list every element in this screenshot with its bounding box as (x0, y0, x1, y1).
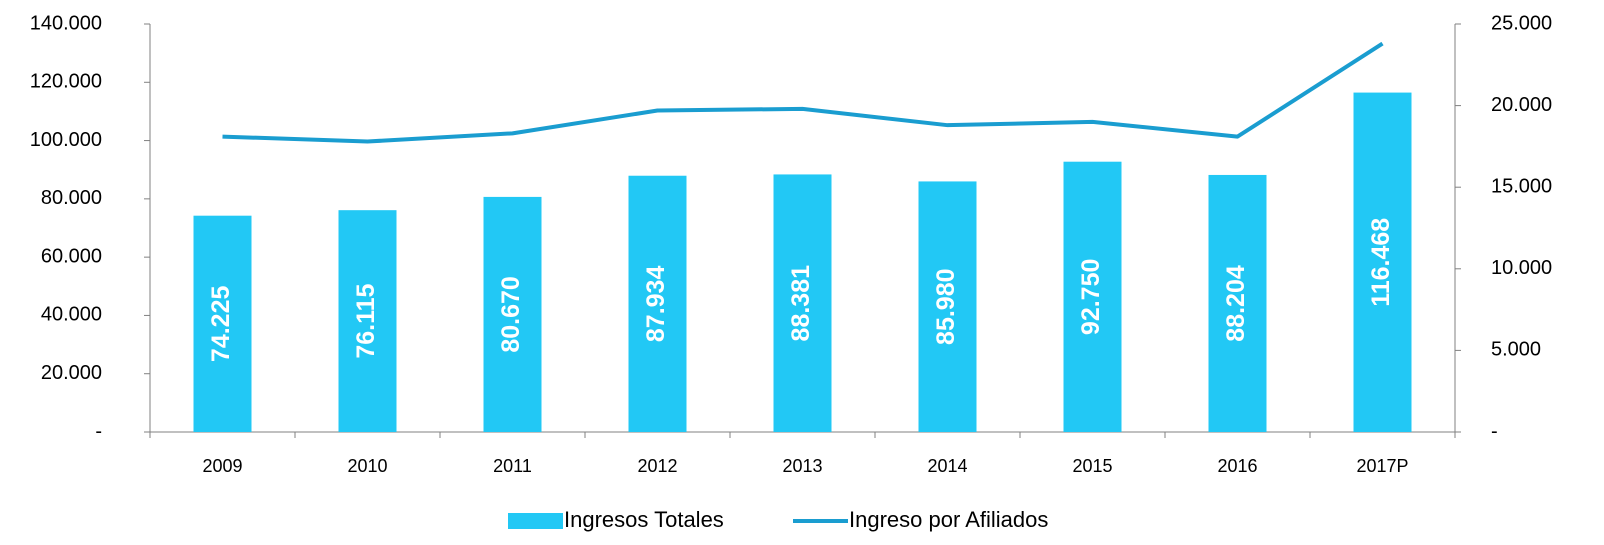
x-tick-label: 2016 (1217, 456, 1257, 476)
y2-tick-label: 15.000 (1491, 175, 1552, 197)
x-tick-label: 2011 (493, 456, 532, 476)
bar (628, 175, 687, 432)
bar-value-label: 116.468 (1367, 218, 1395, 307)
bar-value-label: 88.204 (1222, 265, 1250, 342)
bar-value-label: 76.115 (352, 283, 380, 358)
bar (1063, 161, 1122, 432)
y-tick-label: 40.000 (41, 304, 102, 326)
y-tick-label: - (95, 420, 102, 442)
y2-tick-label: 5.000 (1491, 339, 1541, 361)
y-tick-label: 140.000 (30, 12, 102, 34)
bar (773, 174, 832, 433)
bar (193, 215, 252, 432)
y-tick-label: 20.000 (41, 362, 102, 384)
bar-value-label: 80.670 (497, 276, 525, 352)
y2-tick-label: 10.000 (1491, 257, 1552, 279)
y2-tick-label: - (1491, 420, 1498, 442)
x-tick-label: 2013 (782, 456, 822, 476)
bar-value-label: 88.381 (787, 265, 815, 342)
x-tick-label: 2015 (1072, 456, 1112, 476)
x-tick-label: 2010 (347, 456, 387, 476)
y-tick-label: 120.000 (30, 71, 102, 93)
legend-label: Ingreso por Afiliados (849, 507, 1048, 532)
x-tick-label: 2009 (202, 456, 242, 476)
bar-value-label: 92.750 (1077, 259, 1105, 335)
y-tick-label: 60.000 (41, 245, 102, 267)
legend-swatch (508, 513, 563, 529)
legend-label: Ingresos Totales (564, 507, 724, 532)
line (222, 41, 1384, 144)
bar (338, 210, 397, 432)
bar (483, 196, 542, 432)
y-tick-label: 80.000 (41, 187, 102, 209)
y2-tick-label: 20.000 (1491, 94, 1552, 116)
bar (1353, 92, 1412, 432)
bar (918, 181, 977, 432)
x-tick-label: 2012 (637, 456, 677, 476)
x-tick-label: 2017P (1356, 456, 1408, 476)
bar (1208, 174, 1267, 432)
bar-value-label: 85.980 (932, 268, 960, 344)
bar-value-label: 74.225 (207, 286, 235, 363)
bar-value-label: 87.934 (642, 266, 670, 343)
y-tick-label: 100.000 (30, 129, 102, 151)
x-tick-label: 2014 (927, 456, 967, 476)
y2-tick-label: 25.000 (1491, 12, 1552, 34)
